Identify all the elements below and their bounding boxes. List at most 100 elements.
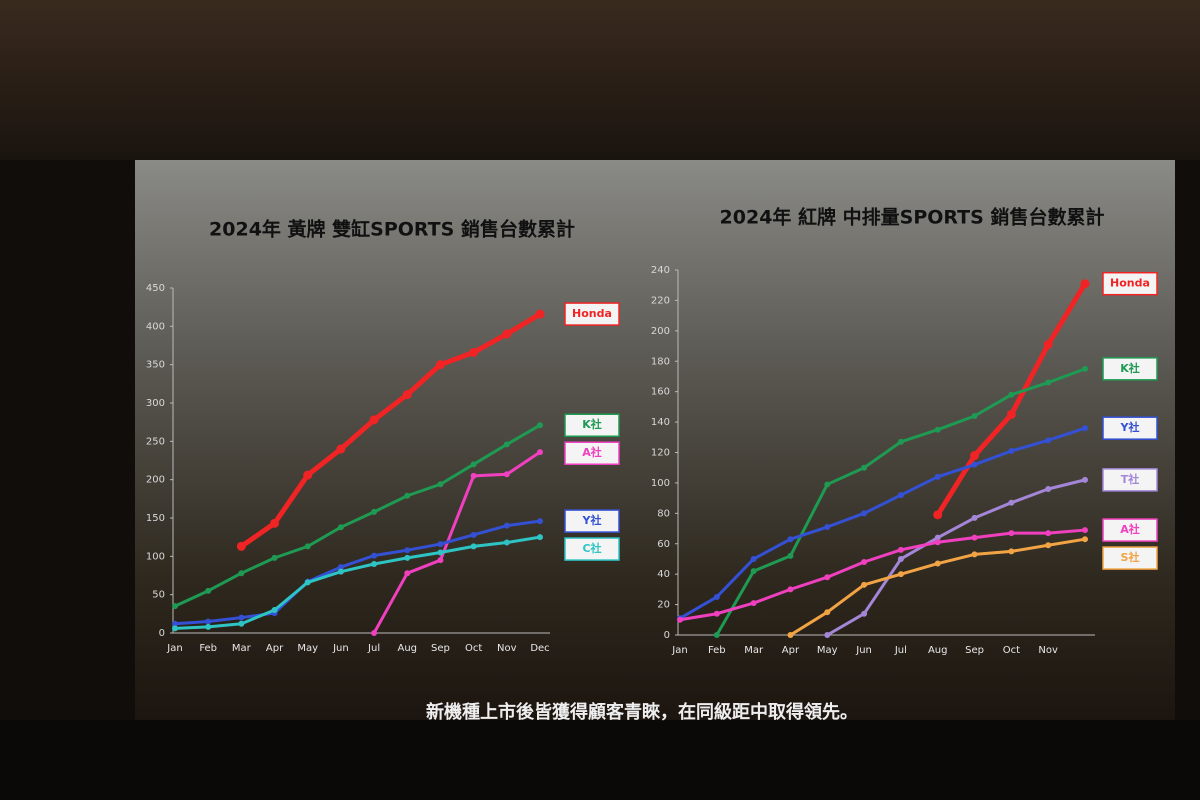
series-line [826,478,1086,637]
data-point [934,473,941,480]
x-tick-label: Feb [708,645,726,656]
data-point [1008,447,1015,454]
data-point [437,557,444,564]
data-point [934,539,941,546]
data-point [1045,486,1052,492]
legend-label: Y社 [1120,420,1140,434]
data-point [1082,536,1088,543]
data-point [897,492,904,499]
ceiling [0,0,1200,160]
x-tick-label: Apr [266,643,284,654]
x-tick-label: Jan [166,643,182,654]
data-point [824,574,831,581]
data-point [1082,365,1088,372]
data-point [503,522,510,529]
series-line [679,528,1086,622]
data-point [713,593,720,600]
x-tick-label: Sep [431,643,450,654]
data-point [713,632,720,638]
data-point [437,481,444,488]
data-point [470,461,477,468]
data-point [537,449,543,456]
data-point [787,632,794,638]
data-point [205,623,212,630]
data-point [971,514,978,521]
legend-label: Honda [1110,277,1150,290]
y-tick-label: 0 [664,630,670,641]
data-point [897,555,904,562]
data-point [897,571,904,578]
data-point [535,309,545,319]
data-point [971,413,978,419]
caption: 新機種上市後皆獲得顧客青睞，在同級距中取得領先。 [426,701,858,723]
series-line [372,450,541,634]
data-point [677,616,683,623]
data-point [1045,437,1052,444]
data-point [1008,499,1015,506]
data-point [1082,527,1088,534]
data-point [861,581,868,588]
data-point [824,524,831,531]
data-point [503,539,510,546]
legend-box [1102,468,1158,492]
x-tick-label: Jul [894,645,907,656]
data-point [238,620,245,627]
data-point [1045,530,1052,537]
data-point [435,360,445,370]
y-tick-label: 200 [146,475,165,486]
legend-label: T社 [1121,472,1140,486]
y-tick-label: 450 [146,283,165,294]
data-point [402,390,412,400]
data-point [1045,379,1052,386]
data-point [172,620,178,627]
data-point [437,549,444,556]
data-point [861,559,868,565]
x-tick-label: Mar [744,645,764,656]
x-tick-label: Mar [232,643,252,654]
legend-box [1102,416,1158,440]
data-point [337,564,344,571]
data-point [1006,409,1016,419]
data-point [897,546,904,553]
data-point [1008,391,1015,398]
x-tick-label: Nov [1038,645,1058,656]
legend-label: K社 [1120,361,1140,375]
y-tick-label: 80 [657,508,670,519]
data-point [404,492,411,499]
data-point [470,472,477,479]
data-point [503,471,510,478]
data-point [824,481,831,488]
y-tick-label: 50 [152,590,165,601]
x-tick-label: Oct [1003,645,1020,656]
data-point [205,587,212,594]
data-point [537,518,543,525]
data-point [824,632,831,638]
y-tick-label: 100 [146,551,165,562]
y-tick-label: 220 [651,295,670,306]
data-point [337,568,344,575]
data-point [271,554,278,561]
data-point [238,614,245,621]
data-point [271,607,278,613]
legend-label: Y社 [582,513,602,527]
chart-title: 2024年 黃牌 雙缸SPORTS 銷售台數累計 [209,218,575,241]
data-point [971,551,978,558]
data-point [750,600,757,607]
data-point [172,625,178,632]
x-tick-label: Sep [965,645,984,656]
y-tick-label: 150 [146,513,165,524]
x-tick-label: Nov [497,643,517,654]
data-point [437,541,444,548]
y-tick-label: 200 [651,326,670,337]
x-tick-label: May [817,645,838,656]
data-point [787,536,794,543]
data-point [270,518,280,528]
x-tick-label: Feb [199,643,217,654]
data-point [750,555,757,562]
y-tick-label: 100 [651,478,670,489]
legend-label: A社 [1120,522,1140,536]
data-point [172,603,178,610]
x-tick-label: Jul [367,643,380,654]
data-point [238,570,245,577]
